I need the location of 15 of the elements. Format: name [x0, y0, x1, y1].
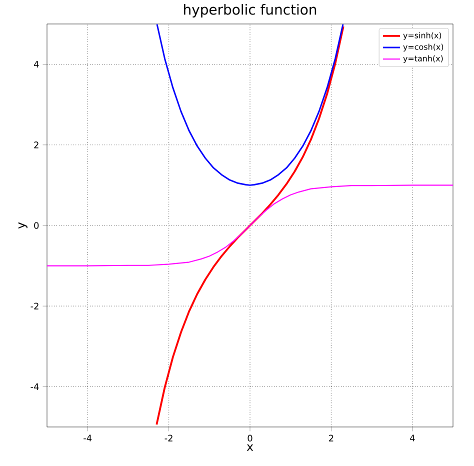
y-axis-title: y	[18, 222, 28, 229]
line-series	[47, 184, 453, 266]
y-tick-label: -2	[30, 302, 38, 310]
chart-title: hyperbolic function	[184, 4, 316, 18]
x-tick-label: -4	[84, 434, 92, 442]
y-tick-label: 0	[34, 222, 39, 229]
y-tick-label: 4	[34, 61, 39, 68]
y-tick-label: 2	[34, 142, 38, 148]
line-series	[156, 24, 344, 186]
x-tick-label: -2	[164, 434, 172, 442]
x-tick-label: 2	[329, 434, 334, 442]
x-tick-label: 0	[248, 434, 252, 442]
y-tick-label: -4	[30, 383, 39, 390]
x-axis-title: x	[246, 444, 254, 451]
x-tick-label: 4	[410, 434, 415, 442]
